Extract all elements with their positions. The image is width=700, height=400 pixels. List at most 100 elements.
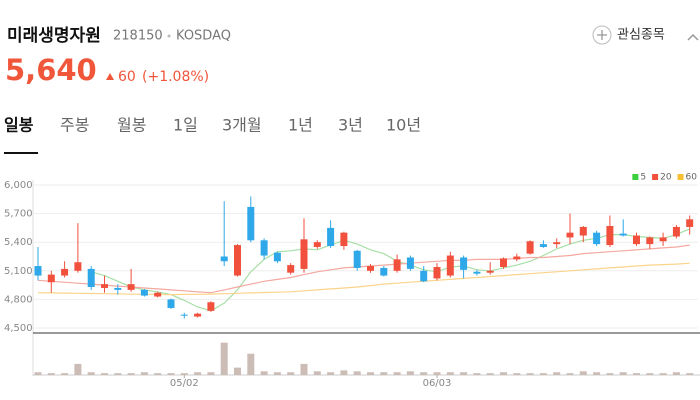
separator-dot [167,34,171,38]
volume-bar [393,372,401,375]
up-arrow [106,73,114,80]
market: KOSDAQ [176,29,231,44]
volume-bar [287,372,295,375]
volume-bar [513,373,521,375]
volume-bar [686,373,694,375]
tab[interactable]: 10년 [386,116,421,135]
candle-body [273,252,281,262]
change-pct: (+1.08%) [142,69,209,85]
volume-bar [446,372,454,375]
volume-bar [260,371,268,375]
collapse-icon[interactable] [687,33,699,41]
watch-plus [597,30,607,40]
volume-bar [61,373,69,375]
candle-body [460,257,468,270]
candle-body [327,227,335,247]
volume-bar [473,373,481,375]
candle-body [34,266,42,276]
candle-body [74,262,82,271]
tab[interactable]: 1년 [288,116,313,135]
watch-label: 관심종목 [617,28,665,43]
volume-bar [220,342,228,375]
volume-bar [114,373,122,375]
volume-bar [380,372,388,375]
candle-body [300,239,308,269]
volume-bar [207,372,215,375]
stock-code: 218150 [113,29,163,44]
volume-bar [194,372,202,375]
volume-bar [606,373,614,375]
x-tick-label: 06/03 [423,378,452,389]
watch-button[interactable]: 관심종목 [592,25,665,45]
candle-body [446,255,454,276]
plot: 4,500 4,800 5,100 5,400 5,700 6,000 05/02 06/03… [4,173,698,389]
volume-bar [247,353,255,375]
change: 60 [118,69,136,85]
candle-body [486,270,494,273]
candle-body [287,265,295,273]
candle-body [180,314,188,316]
x-tick-label: 05/02 [170,378,199,389]
candle-body [353,250,361,268]
tab[interactable]: 1일 [173,116,198,135]
volume-bar [566,373,574,375]
ma-line [91,228,690,312]
volume-bar [553,372,561,375]
volume-bar [340,370,348,375]
watch-icon [592,25,612,45]
volume-bar [406,371,414,375]
ma-line [37,262,690,296]
candle-body [659,237,667,242]
candle-body [234,245,241,276]
active-tab-underline [4,152,38,154]
ma-line [37,244,690,294]
volume-bar [313,371,321,375]
candle-body [154,292,162,297]
tab[interactable]: 주봉 [60,116,89,135]
candle-body [473,271,481,274]
candle-body [247,206,255,241]
candle-body [393,259,401,271]
candle-body [553,242,561,245]
volume-bar [74,363,82,375]
candle-body [513,256,521,260]
volume-bar [127,373,135,375]
stock-name: 미래생명자원 [7,26,101,46]
tab[interactable]: 월봉 [117,116,146,135]
candle-body [500,258,507,267]
candle-body [367,266,374,271]
candle-body [380,267,388,276]
candle-body [633,235,640,245]
tab[interactable]: 일봉 [4,116,34,135]
candle-body [140,289,148,296]
volume-bar [672,372,680,375]
tab[interactable]: 3년 [338,116,363,135]
volume-bar [500,372,507,375]
volume-bar [367,372,374,375]
volume-bar [659,373,667,375]
volume-bar [101,373,108,375]
volume-bar [180,373,188,375]
candle-body [313,242,321,247]
candle-body [101,284,108,288]
candle-body [646,237,654,245]
volume-bar [460,372,468,375]
volume-bar [539,373,547,375]
volume-bar [633,373,640,375]
volume-bar [486,373,494,375]
candle-body [47,274,55,283]
volume-bar [420,372,428,375]
candle-body [406,257,414,269]
candle-body [433,266,441,279]
volume-bar [140,372,148,375]
candle-body [420,270,428,282]
candle-body [619,233,627,236]
candle-body [672,226,680,237]
tab[interactable]: 3개월 [222,116,262,135]
tabs: 일봉 주봉 월봉 1일 3개월 1년 3년 10년 [4,116,421,135]
candle-body [220,256,228,262]
candle-body [579,226,587,236]
volume-bar [593,372,601,375]
volume-bar [87,372,95,375]
